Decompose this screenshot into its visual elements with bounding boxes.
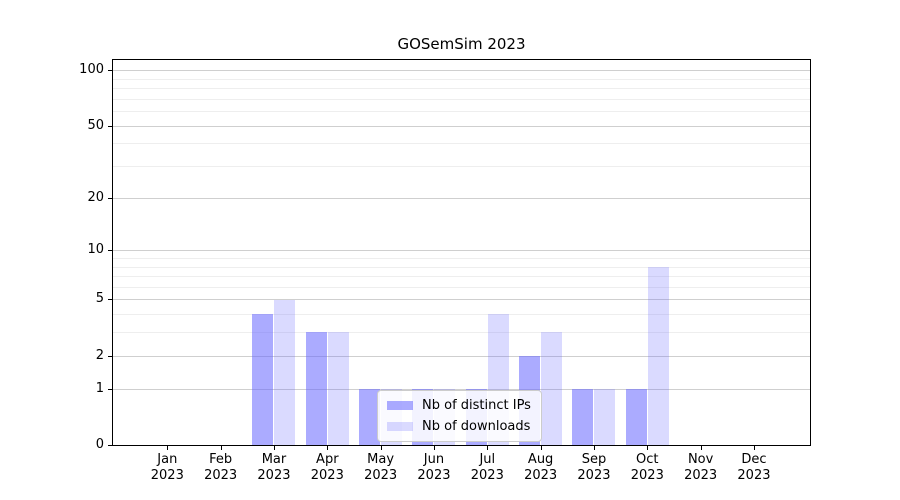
bar-mar-series1 xyxy=(274,299,296,445)
legend-label: Nb of downloads xyxy=(422,419,531,434)
y-tick-label: 50 xyxy=(87,117,104,133)
x-tick-mark xyxy=(220,446,222,450)
minor-gridline xyxy=(113,166,810,168)
x-tick-mark xyxy=(487,446,489,450)
minor-gridline xyxy=(113,143,810,145)
bar-apr-series1 xyxy=(327,332,349,445)
x-tick-mark xyxy=(647,446,649,450)
y-tick-label: 0 xyxy=(95,437,104,452)
minor-gridline xyxy=(113,98,810,100)
y-tick-mark xyxy=(108,250,112,252)
major-gridline xyxy=(113,70,810,72)
major-gridline xyxy=(113,125,810,127)
y-tick-mark xyxy=(108,388,112,390)
y-tick-mark xyxy=(108,445,112,446)
legend-swatch xyxy=(387,401,413,410)
bar-sep-series0 xyxy=(572,388,594,445)
x-tick-mark xyxy=(273,446,275,450)
minor-gridline xyxy=(113,78,810,80)
x-tick-mark xyxy=(700,446,702,450)
x-tick-label: Jan 2023 xyxy=(150,452,184,483)
legend-entry: Nb of downloads xyxy=(387,419,531,434)
legend: Nb of distinct IPs Nb of downloads xyxy=(377,390,542,442)
x-tick-label: May 2023 xyxy=(364,452,398,483)
y-tick-label: 100 xyxy=(79,62,104,78)
y-tick-mark xyxy=(108,70,112,72)
x-tick-mark xyxy=(753,446,755,450)
y-tick-label: 2 xyxy=(95,347,104,363)
legend-label: Nb of distinct IPs xyxy=(422,398,531,413)
x-tick-label: Apr 2023 xyxy=(310,452,344,483)
x-tick-label: Sep 2023 xyxy=(577,452,611,483)
bar-oct-series1 xyxy=(647,266,669,445)
x-tick-mark xyxy=(540,446,542,450)
bar-oct-series0 xyxy=(625,388,647,445)
minor-gridline xyxy=(113,314,810,316)
major-gridline xyxy=(113,355,810,357)
minor-gridline xyxy=(113,332,810,334)
y-tick-label: 1 xyxy=(95,380,104,396)
plot-area xyxy=(112,59,811,446)
bar-apr-series0 xyxy=(305,332,327,445)
y-tick-mark xyxy=(108,197,112,199)
x-tick-label: Oct 2023 xyxy=(630,452,664,483)
x-tick-mark xyxy=(380,446,382,450)
x-tick-mark xyxy=(593,446,595,450)
x-tick-label: Nov 2023 xyxy=(684,452,718,483)
legend-entry: Nb of distinct IPs xyxy=(387,398,531,413)
bar-mar-series0 xyxy=(252,314,274,445)
y-tick-label: 10 xyxy=(87,242,104,258)
x-tick-label: Jul 2023 xyxy=(470,452,504,483)
y-tick-mark xyxy=(108,355,112,357)
minor-gridline xyxy=(113,258,810,259)
minor-gridline xyxy=(113,111,810,113)
major-gridline xyxy=(113,388,810,390)
y-tick-mark xyxy=(108,125,112,127)
chart-title: GOSemSim 2023 xyxy=(397,35,526,53)
x-tick-label: Aug 2023 xyxy=(524,452,558,483)
y-tick-label: 20 xyxy=(87,189,104,205)
bar-sep-series1 xyxy=(594,388,616,445)
minor-gridline xyxy=(113,88,810,90)
legend-swatch xyxy=(387,422,413,431)
bar-may-series0 xyxy=(359,388,381,445)
minor-gridline xyxy=(113,276,810,278)
major-gridline xyxy=(113,197,810,199)
minor-gridline xyxy=(113,266,810,268)
x-tick-label: Dec 2023 xyxy=(737,452,771,483)
y-tick-label: 5 xyxy=(95,291,104,307)
x-tick-mark xyxy=(167,446,169,450)
major-gridline xyxy=(113,250,810,252)
x-tick-label: Jun 2023 xyxy=(417,452,451,483)
major-gridline xyxy=(113,299,810,301)
x-tick-label: Feb 2023 xyxy=(204,452,238,483)
minor-gridline xyxy=(113,286,810,288)
y-tick-mark xyxy=(108,299,112,301)
bar-aug-series1 xyxy=(541,332,563,445)
x-tick-mark xyxy=(327,446,329,450)
x-tick-mark xyxy=(433,446,435,450)
x-tick-label: Mar 2023 xyxy=(257,452,291,483)
